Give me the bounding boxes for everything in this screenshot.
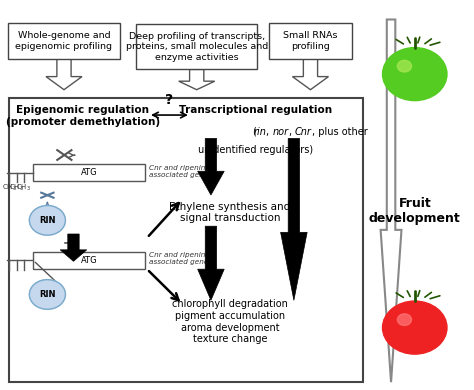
Text: Ethylene synthesis and
signal transduction: Ethylene synthesis and signal transducti… [169, 202, 291, 223]
Text: chlorophyll degradation
pigment accumulation
aroma development
texture change: chlorophyll degradation pigment accumula… [172, 300, 288, 344]
Text: RIN: RIN [39, 216, 55, 225]
Polygon shape [46, 58, 82, 90]
Text: unidentified regulators): unidentified regulators) [199, 145, 313, 156]
Text: , plus other: , plus other [312, 127, 368, 137]
Circle shape [29, 206, 65, 235]
Text: Transcriptional regulation: Transcriptional regulation [179, 105, 333, 115]
Text: Cnr: Cnr [295, 127, 312, 137]
Text: Cnr and ripening-
associated genes: Cnr and ripening- associated genes [149, 165, 213, 178]
Text: CH$_3$: CH$_3$ [9, 183, 24, 193]
Text: ?: ? [165, 93, 173, 107]
Text: CH$_3$: CH$_3$ [16, 183, 31, 193]
Text: Fruit
development: Fruit development [369, 197, 461, 225]
FancyBboxPatch shape [136, 24, 257, 69]
Text: Small RNAs
profiling: Small RNAs profiling [283, 31, 337, 51]
FancyBboxPatch shape [9, 98, 363, 382]
Text: (: ( [252, 127, 256, 137]
Text: nor: nor [273, 127, 289, 137]
Text: RIN: RIN [39, 290, 55, 299]
Text: ATG: ATG [81, 168, 97, 177]
Polygon shape [198, 138, 224, 195]
Circle shape [397, 60, 411, 72]
Text: ATG: ATG [81, 256, 97, 265]
Text: Epigenomic regulation
(promoter demethylation): Epigenomic regulation (promoter demethyl… [6, 105, 160, 127]
Polygon shape [381, 20, 401, 382]
Polygon shape [179, 69, 215, 90]
Text: ,: , [266, 127, 273, 137]
FancyBboxPatch shape [269, 23, 352, 58]
Text: Deep profiling of transcripts,
proteins, small molecules and
enzyme activities: Deep profiling of transcripts, proteins,… [126, 32, 268, 62]
FancyBboxPatch shape [33, 252, 145, 269]
Text: rin: rin [254, 127, 266, 137]
Polygon shape [60, 234, 87, 261]
Text: Cnr and ripening-
associated genes: Cnr and ripening- associated genes [149, 252, 213, 266]
Text: Whole-genome and
epigenomic profiling: Whole-genome and epigenomic profiling [16, 31, 112, 51]
Circle shape [383, 48, 447, 101]
Circle shape [29, 280, 65, 309]
FancyBboxPatch shape [33, 164, 145, 181]
FancyBboxPatch shape [9, 23, 119, 58]
Text: CH$_3$: CH$_3$ [2, 183, 17, 193]
Text: ,: , [289, 127, 295, 137]
Circle shape [383, 301, 447, 354]
Polygon shape [198, 226, 224, 300]
Polygon shape [292, 58, 328, 90]
Polygon shape [281, 138, 307, 300]
Circle shape [397, 314, 411, 326]
